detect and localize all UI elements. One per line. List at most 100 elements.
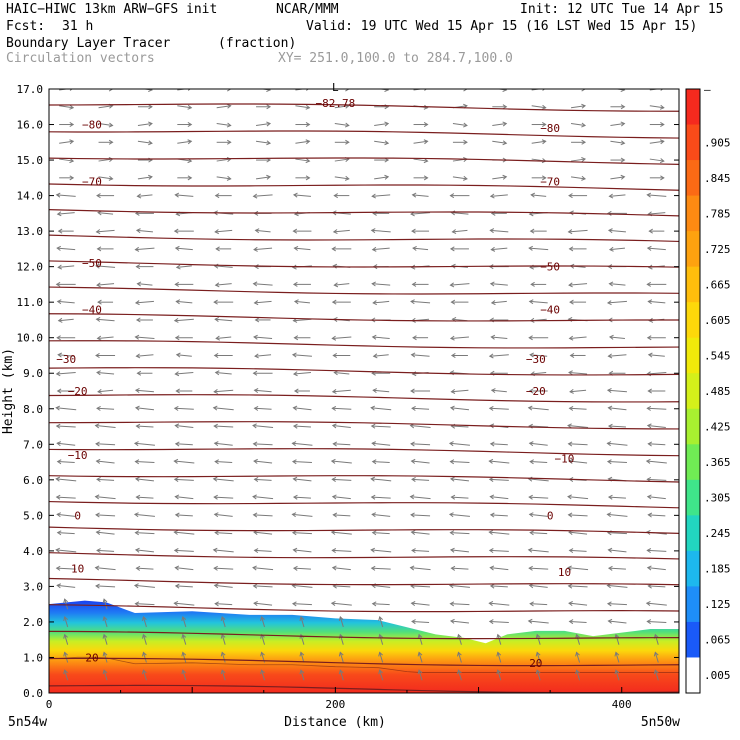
circulation-vector — [176, 265, 192, 268]
circulation-vector-head — [496, 669, 502, 675]
circulation-vector-head — [69, 89, 73, 91]
circulation-vector-head — [529, 228, 535, 234]
circulation-vector — [136, 354, 154, 357]
circulation-vector-head — [102, 651, 108, 657]
circulation-vector-head — [187, 139, 193, 145]
circulation-vector — [96, 318, 115, 322]
circulation-vector-head — [528, 494, 533, 500]
circulation-vector — [649, 89, 661, 91]
left-endpoint-label: 5n54w — [8, 715, 47, 730]
circulation-vector — [214, 442, 233, 446]
circulation-vector-head — [490, 334, 496, 340]
circulation-vector-head — [141, 633, 147, 639]
circulation-vector — [292, 354, 312, 357]
circulation-vector — [490, 496, 509, 500]
circulation-vector — [259, 89, 271, 91]
circulation-vector — [648, 300, 666, 304]
circulation-vector — [135, 549, 154, 553]
circulation-vector — [457, 634, 462, 645]
circulation-vector — [374, 140, 389, 144]
circulation-vector — [97, 283, 115, 286]
circulation-vector — [489, 620, 509, 623]
circulation-vector — [253, 585, 273, 588]
circulation-vector — [174, 407, 194, 410]
circulation-vector-head — [417, 633, 423, 639]
circulation-vector-head — [253, 334, 258, 340]
circulation-vector — [490, 585, 508, 588]
circulation-vector-head — [293, 245, 299, 251]
circulation-vector — [261, 616, 266, 628]
colorbar-swatch — [686, 373, 700, 410]
circulation-vector — [57, 247, 76, 251]
isotherm-label: 0 — [547, 509, 554, 522]
circulation-vector-head — [141, 616, 147, 621]
circulation-vector — [489, 602, 510, 606]
circulation-vector-head — [253, 548, 259, 554]
circulation-vector — [339, 652, 344, 663]
circulation-vector — [613, 89, 625, 91]
circulation-vector-head — [456, 633, 462, 639]
circulation-vector — [529, 567, 549, 570]
circulation-vector — [373, 300, 390, 304]
circulation-vector — [371, 549, 392, 553]
circulation-vector-head — [174, 423, 180, 429]
circulation-vector — [570, 123, 586, 127]
colorbar-frame — [685, 88, 701, 694]
circulation-vector-head — [450, 494, 456, 500]
circulation-vector — [215, 283, 232, 286]
circulation-vector — [137, 140, 153, 144]
circulation-vector-head — [174, 512, 180, 518]
circulation-vector — [98, 389, 114, 393]
circulation-vector — [213, 407, 234, 411]
circulation-vector-head — [254, 228, 260, 234]
circulation-vector — [372, 461, 390, 464]
circulation-vector-head — [647, 512, 653, 518]
circulation-vector-head — [372, 388, 378, 394]
circulation-vector — [214, 584, 233, 588]
colorbar-label: .305 — [704, 492, 731, 505]
circulation-vector — [57, 584, 76, 588]
circulation-vector — [490, 567, 509, 571]
circulation-vector-head — [490, 388, 496, 394]
circulation-vector-head — [55, 423, 61, 429]
circulation-vector — [137, 194, 153, 197]
circulation-vector-head — [181, 616, 187, 621]
circulation-vector-head — [371, 601, 377, 607]
circulation-vector — [255, 123, 271, 127]
colorbar-swatch — [686, 621, 700, 658]
circulation-vector-head — [174, 583, 180, 589]
circulation-vector — [568, 585, 588, 588]
circulation-vector — [175, 514, 193, 517]
circulation-vector — [569, 620, 587, 623]
circulation-vector-head — [449, 405, 455, 411]
circulation-vector — [221, 670, 226, 681]
circulation-vector — [333, 443, 351, 446]
isotherm-label: −30 — [56, 353, 76, 366]
circulation-vector-head — [345, 139, 350, 145]
circulation-vector-head — [489, 193, 495, 199]
circulation-vector-head — [215, 246, 220, 252]
circulation-vector-head — [489, 494, 495, 500]
circulation-vector-head — [371, 246, 377, 252]
circulation-vector — [136, 229, 153, 233]
circulation-vector — [379, 652, 384, 663]
circulation-vector-head — [378, 616, 383, 621]
circulation-vector — [333, 585, 351, 588]
circulation-vector-head — [291, 441, 297, 447]
circulation-vector-head — [606, 210, 612, 216]
circulation-vector-head — [299, 651, 305, 657]
circulation-vector — [449, 584, 470, 588]
circulation-vector-head — [56, 299, 62, 305]
circulation-vector-head — [173, 477, 179, 482]
colorbar-swatch — [686, 515, 700, 552]
circulation-vector — [261, 634, 266, 645]
circulation-vector — [103, 634, 108, 645]
circulation-vector — [253, 425, 274, 429]
circulation-vector-head — [95, 512, 100, 518]
circulation-vector-head — [608, 246, 614, 252]
circulation-vector-head — [187, 89, 191, 91]
circulation-vector — [418, 670, 423, 681]
circulation-vector — [609, 283, 626, 286]
circulation-vector-head — [423, 104, 429, 110]
